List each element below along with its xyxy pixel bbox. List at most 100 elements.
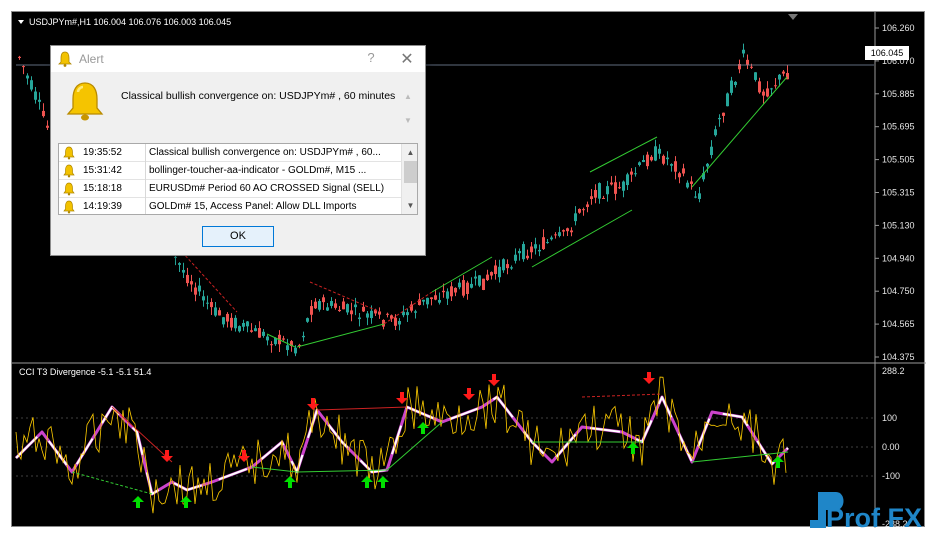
candle-body [306, 318, 309, 322]
current-price-tag: 106.045 [865, 46, 909, 60]
candle-body [266, 336, 269, 341]
price-axis-label: 105.130 [882, 220, 915, 230]
candle-body [598, 183, 601, 199]
divergence-line [589, 136, 658, 173]
arrow-down-icon [307, 398, 319, 410]
candle-body [174, 256, 177, 258]
scroll-down-icon[interactable]: ▼ [406, 201, 415, 210]
candle-body [374, 309, 377, 314]
arrow-up-icon [361, 476, 373, 488]
candle-body [662, 155, 665, 164]
candle-body [534, 244, 537, 249]
candle-body [594, 190, 597, 198]
chart-window[interactable]: 106.260 106.070 105.885 105.695 105.505 105.3… [11, 11, 926, 528]
candle-body [510, 267, 513, 269]
candle-body [558, 232, 561, 236]
candle-body [194, 287, 197, 295]
candle-body [22, 66, 25, 68]
indicator-pane [14, 372, 874, 514]
alert-row[interactable]: 15:18:18 EURUSDm# Period 60 AO CROSSED Si… [59, 180, 401, 198]
candle-body [222, 317, 225, 325]
candle-body [470, 283, 473, 288]
candle-body [450, 286, 453, 297]
scroll-up-icon[interactable]: ▲ [406, 148, 415, 157]
candle-body [190, 281, 193, 285]
alert-row[interactable]: 19:35:52 Classical bullish convergence on… [59, 144, 401, 162]
alert-text: EURUSDm# Period 60 AO CROSSED Signal (SE… [149, 183, 385, 194]
scroll-thumb[interactable] [404, 161, 417, 183]
candle-body [46, 125, 49, 128]
alert-history-list[interactable]: 19:35:52 Classical bullish convergence on… [58, 143, 418, 215]
arrow-up-icon [377, 476, 389, 488]
candle-body [746, 59, 749, 65]
logo-text: Prof FX [826, 503, 923, 533]
candle-body [426, 297, 429, 305]
candle-body [654, 146, 657, 161]
alert-dialog[interactable]: Alert ? ✕ Classical bullish convergence … [50, 45, 426, 256]
candle-body [526, 255, 529, 259]
t3-line [14, 395, 790, 496]
candle-body [694, 196, 697, 198]
arrow-up-icon [284, 476, 296, 488]
help-button[interactable]: ? [367, 50, 375, 65]
candle-body [494, 265, 497, 275]
candle-body [474, 276, 477, 279]
ok-button[interactable]: OK [202, 226, 274, 247]
alert-message: Classical bullish convergence on: USDJPY… [121, 90, 396, 102]
raw-cci-line [15, 376, 787, 514]
candle-body [322, 297, 325, 303]
alert-titlebar[interactable]: Alert ? ✕ [51, 46, 425, 72]
alert-row[interactable]: 15:31:42 bollinger-toucher-aa-indicator -… [59, 162, 401, 180]
indicator-divergence-line [296, 469, 388, 473]
candle-body [506, 264, 509, 269]
candle-body [238, 326, 241, 332]
indicator-divergence-line [316, 406, 408, 411]
message-scroll[interactable]: ▲ ▼ [401, 84, 415, 130]
candle-body [698, 193, 701, 199]
candle-body [498, 266, 501, 278]
dropdown-icon [18, 20, 24, 24]
arrow-down-icon [396, 392, 408, 404]
candle-body [606, 186, 609, 195]
candle-body [274, 337, 277, 345]
alert-time: 15:18:18 [83, 183, 122, 194]
candle-body [218, 310, 221, 316]
candle-body [298, 344, 301, 346]
candle-body [518, 250, 521, 254]
divergence-line [181, 251, 238, 313]
candle-body [226, 313, 229, 322]
chart-canvas[interactable]: 106.260 106.070 105.885 105.695 105.505 105.3… [12, 12, 926, 528]
candle-body [342, 301, 345, 310]
chevron-up-icon[interactable]: ▲ [404, 92, 412, 101]
divergence-line [296, 323, 385, 348]
chevron-down-icon[interactable]: ▼ [404, 116, 412, 125]
price-axis-label: 104.375 [882, 352, 915, 362]
alert-text: GOLDm# 15, Access Panel: Allow DLL Impor… [149, 201, 357, 212]
candle-body [758, 81, 761, 93]
candle-body [678, 173, 681, 178]
candle-body [434, 295, 437, 300]
alert-time: 15:31:42 [83, 165, 122, 176]
candle-body [570, 230, 573, 233]
candle-body [650, 156, 653, 161]
candle-body [458, 282, 461, 288]
close-button[interactable]: ✕ [400, 51, 414, 68]
divergence-line [691, 76, 788, 188]
candle-body [682, 168, 685, 174]
candle-body [502, 259, 505, 271]
candle-body [26, 75, 29, 79]
candle-body [614, 182, 617, 194]
bell-icon [63, 200, 75, 214]
alert-time: 14:19:39 [83, 201, 122, 212]
candle-body [734, 81, 737, 86]
candle-body [786, 73, 789, 80]
candle-body [486, 274, 489, 281]
candle-body [402, 311, 405, 316]
alert-row[interactable]: 14:19:39 GOLDm# 15, Access Panel: Allow D… [59, 198, 401, 214]
candle-body [310, 306, 313, 315]
candle-body [30, 80, 33, 90]
arrow-up-icon [180, 496, 192, 508]
list-scrollbar[interactable]: ▲ ▼ [401, 144, 417, 214]
price-axis-label: 104.750 [882, 286, 915, 296]
candle-body [410, 304, 413, 311]
